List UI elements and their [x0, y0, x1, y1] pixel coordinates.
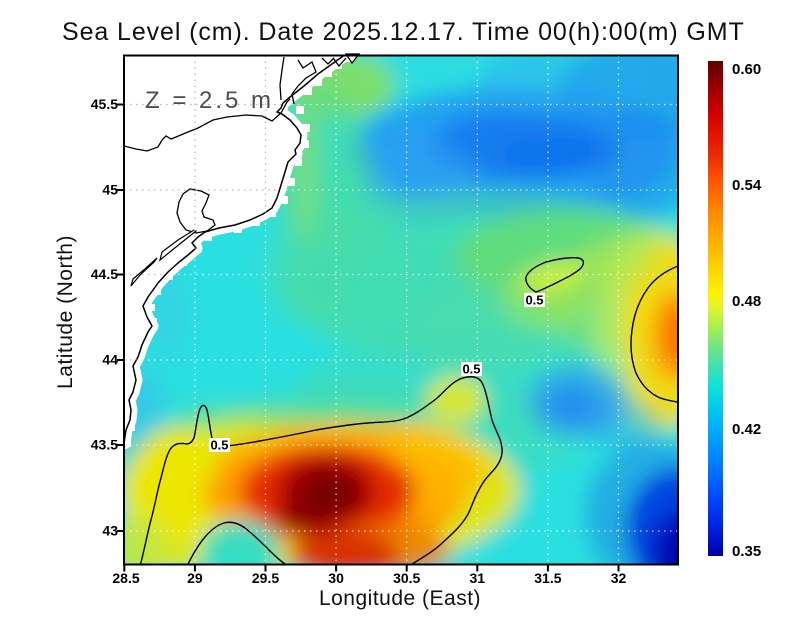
svg-text:45: 45: [102, 182, 118, 198]
svg-text:Longitude (East): Longitude (East): [319, 587, 481, 610]
svg-text:29.5: 29.5: [252, 570, 279, 586]
svg-text:0.48: 0.48: [732, 293, 761, 310]
svg-text:0.60: 0.60: [732, 61, 761, 78]
svg-text:43.5: 43.5: [91, 437, 118, 453]
svg-text:44.5: 44.5: [91, 266, 118, 282]
svg-text:31.5: 31.5: [534, 570, 561, 586]
svg-text:30.5: 30.5: [393, 570, 420, 586]
svg-text:45.5: 45.5: [91, 96, 118, 112]
svg-text:28.5: 28.5: [112, 570, 139, 586]
svg-text:0.54: 0.54: [732, 177, 762, 194]
svg-text:31: 31: [470, 570, 486, 586]
svg-text:Sea Level (cm). Date 2025.12.1: Sea Level (cm). Date 2025.12.17. Time 00…: [62, 18, 745, 46]
svg-text:43: 43: [102, 523, 118, 539]
svg-text:Latitude (North): Latitude (North): [54, 235, 77, 389]
svg-text:0.5: 0.5: [462, 362, 480, 377]
svg-text:0.5: 0.5: [210, 438, 228, 453]
svg-text:0.42: 0.42: [732, 421, 761, 438]
svg-text:32: 32: [611, 570, 627, 586]
svg-text:0.35: 0.35: [732, 543, 761, 560]
svg-text:30: 30: [328, 570, 344, 586]
svg-text:44: 44: [102, 352, 118, 368]
svg-text:Z = 2.5 m: Z = 2.5 m: [145, 87, 274, 114]
svg-text:0.5: 0.5: [525, 293, 543, 308]
svg-text:29: 29: [187, 570, 203, 586]
